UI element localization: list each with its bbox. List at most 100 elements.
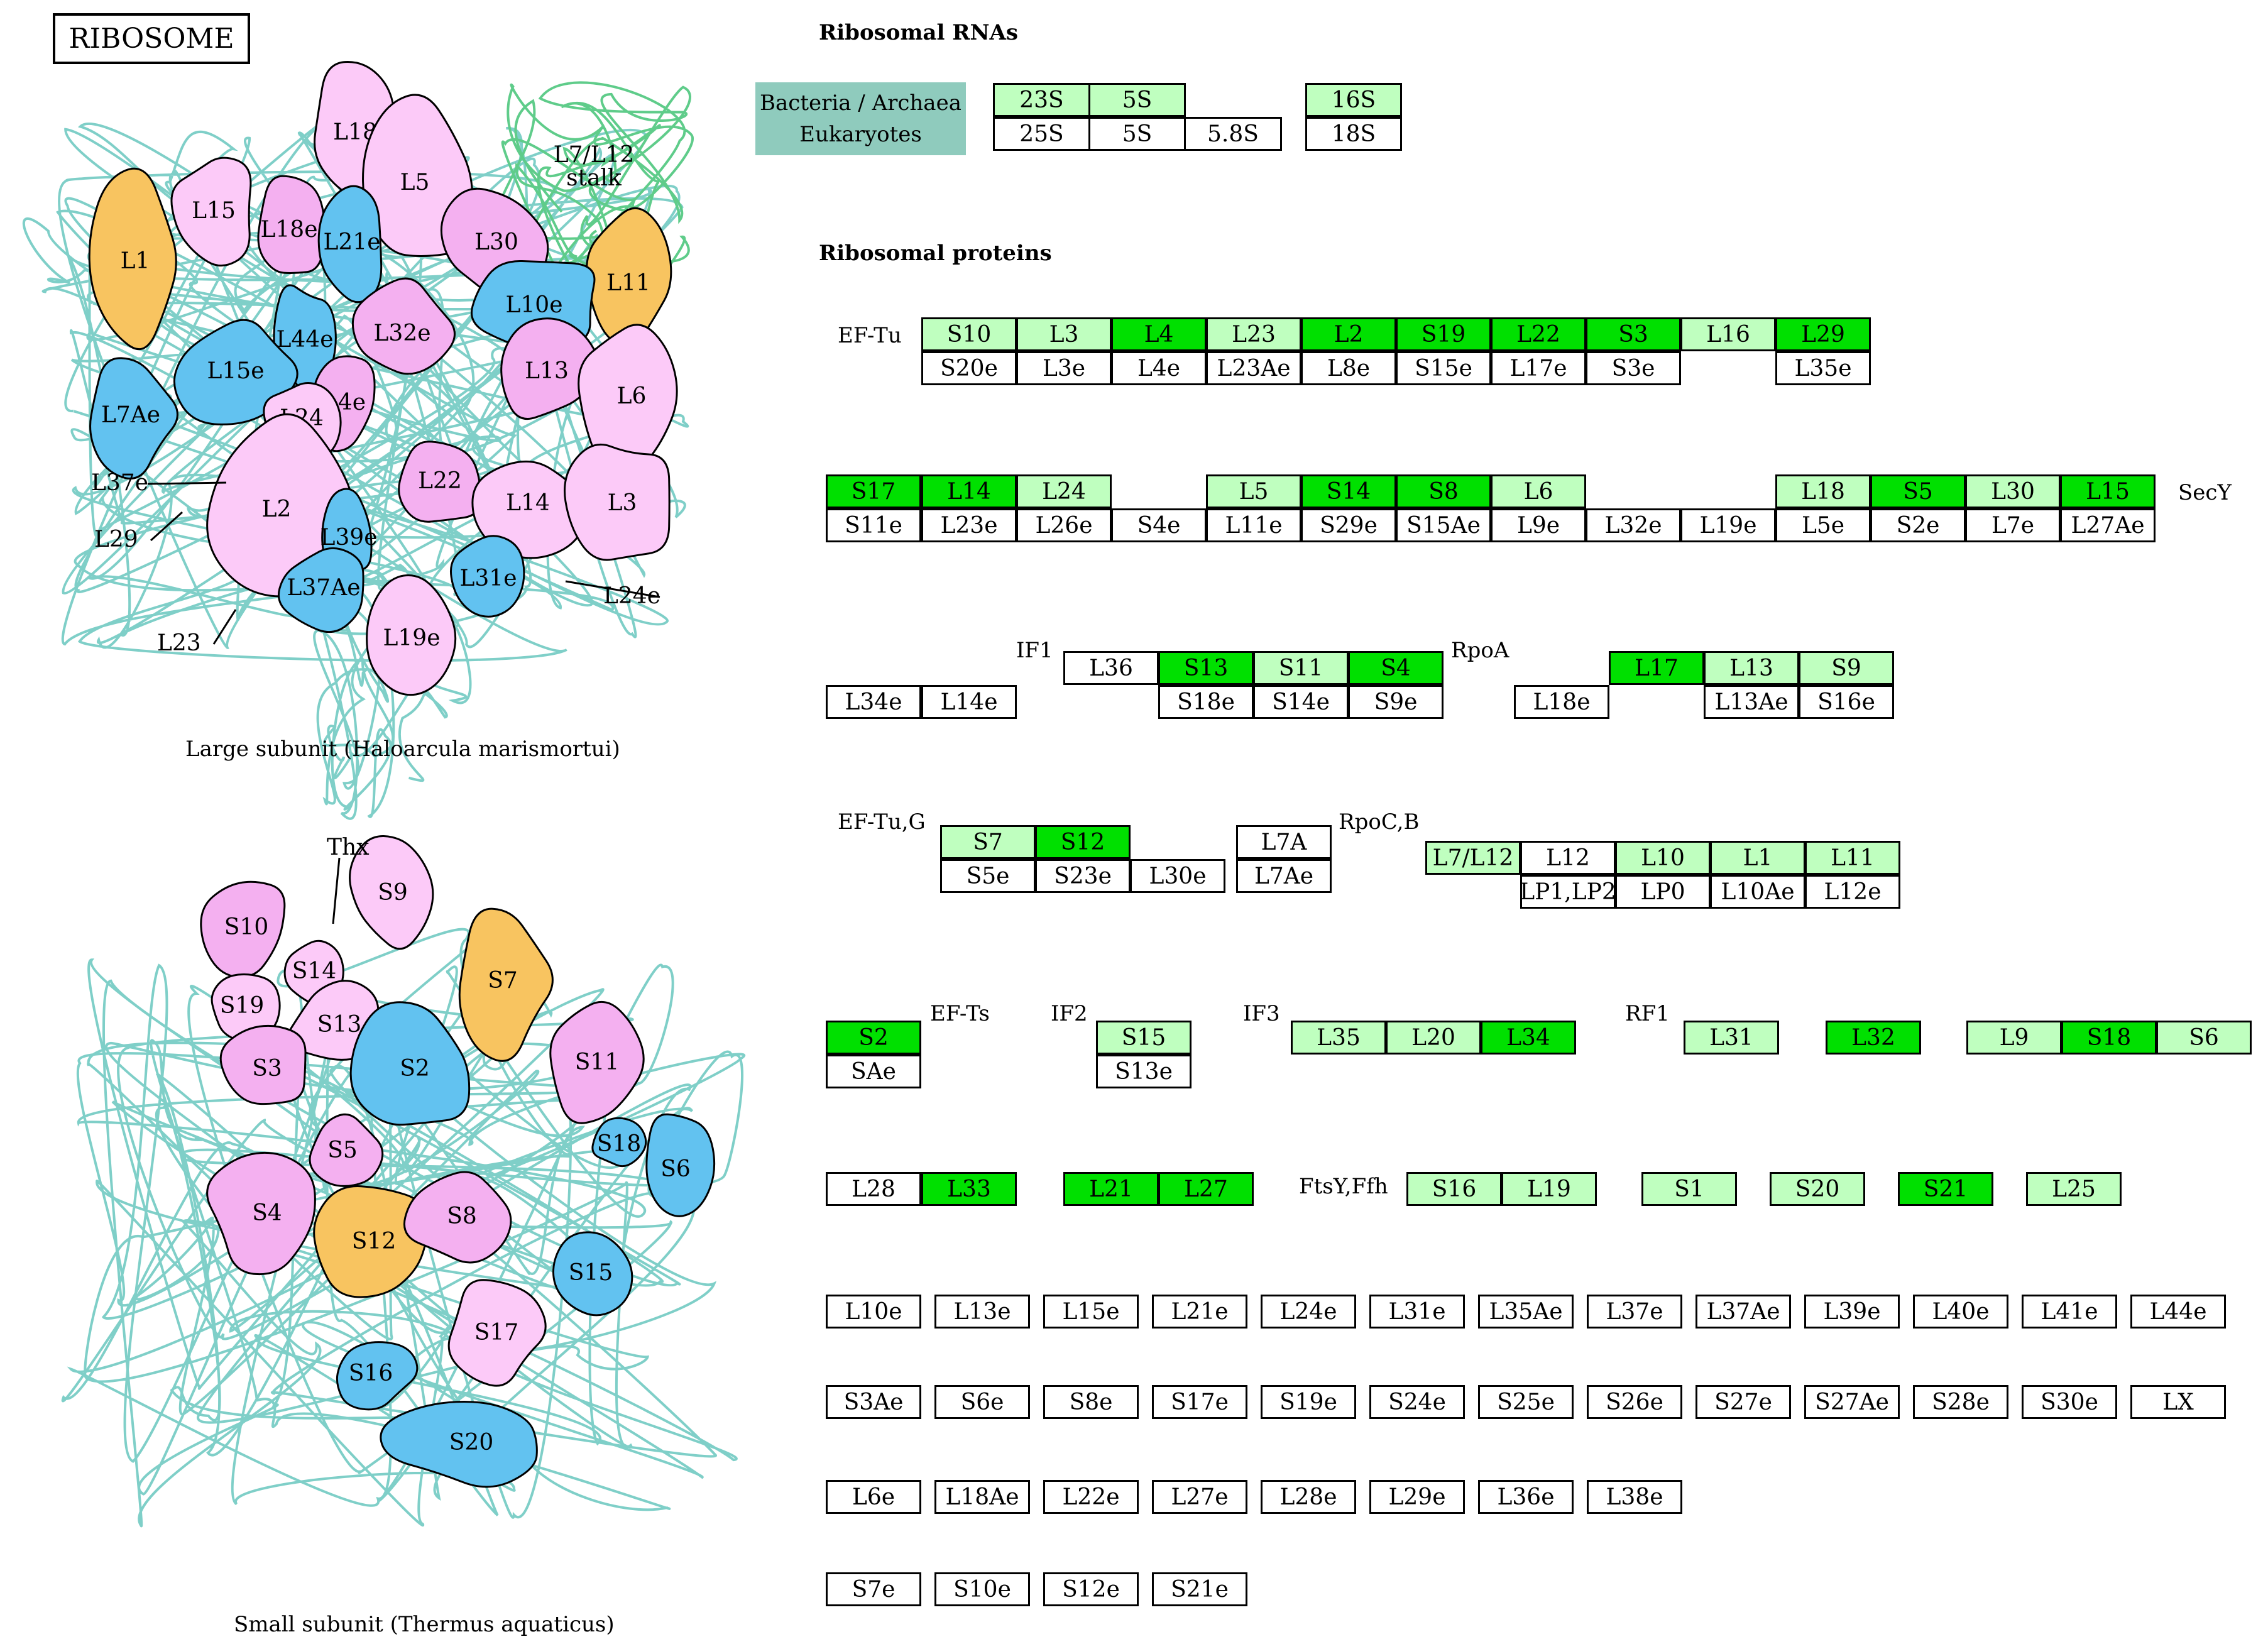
protein-shape[interactable] xyxy=(578,324,678,473)
protein-cell[interactable]: L8e xyxy=(1301,351,1396,385)
protein-cell[interactable]: S18e xyxy=(1158,685,1254,719)
protein-cell[interactable]: LP1,LP2 xyxy=(1520,875,1616,909)
protein-cell[interactable]: L29 xyxy=(1775,317,1871,351)
protein-shape[interactable] xyxy=(170,156,252,267)
protein-cell[interactable]: S27Ae xyxy=(1804,1385,1900,1419)
protein-cell[interactable]: L32e xyxy=(1586,508,1681,542)
rrna-cell[interactable]: 23S xyxy=(993,83,1090,117)
protein-shape[interactable] xyxy=(349,835,434,950)
protein-cell[interactable]: S10e xyxy=(934,1572,1030,1606)
protein-cell[interactable]: L18 xyxy=(1775,474,1871,508)
protein-shape[interactable] xyxy=(257,175,326,274)
protein-shape[interactable] xyxy=(403,1171,512,1264)
rrna-cell[interactable]: 5S xyxy=(1088,83,1186,117)
protein-cell[interactable]: L31 xyxy=(1684,1021,1779,1055)
protein-cell[interactable]: S3e xyxy=(1586,351,1681,385)
protein-cell[interactable]: S2 xyxy=(826,1021,921,1055)
protein-cell[interactable]: S3Ae xyxy=(826,1385,921,1419)
protein-cell[interactable]: L17e xyxy=(1491,351,1586,385)
protein-shape[interactable] xyxy=(317,185,383,304)
rrna-cell[interactable]: 18S xyxy=(1305,117,1402,151)
protein-shape[interactable] xyxy=(277,547,364,633)
protein-cell[interactable]: S8e xyxy=(1043,1385,1139,1419)
protein-cell[interactable]: S30e xyxy=(2022,1385,2117,1419)
protein-shape[interactable] xyxy=(200,880,286,978)
protein-cell[interactable]: L36e xyxy=(1478,1480,1574,1514)
protein-shape[interactable] xyxy=(447,1279,547,1387)
protein-cell[interactable]: S27e xyxy=(1696,1385,1791,1419)
protein-cell[interactable]: S4e xyxy=(1111,508,1207,542)
protein-cell[interactable]: L11 xyxy=(1805,841,1900,875)
protein-shape[interactable] xyxy=(450,535,525,618)
protein-cell[interactable]: L21e xyxy=(1152,1295,1247,1329)
protein-cell[interactable]: L10 xyxy=(1615,841,1711,875)
protein-cell[interactable]: S28e xyxy=(1913,1385,2008,1419)
protein-cell[interactable]: L30e xyxy=(1130,859,1225,893)
protein-cell[interactable]: LX xyxy=(2130,1385,2226,1419)
protein-cell[interactable]: L37e xyxy=(1587,1295,1682,1329)
external-label[interactable]: RpoC,B xyxy=(1339,809,1420,835)
protein-cell[interactable]: L37Ae xyxy=(1696,1295,1791,1329)
protein-cell[interactable]: L23 xyxy=(1206,317,1301,351)
protein-cell[interactable]: L27e xyxy=(1152,1480,1247,1514)
protein-cell[interactable]: L23Ae xyxy=(1206,351,1301,385)
protein-cell[interactable]: S23e xyxy=(1035,859,1131,893)
protein-cell[interactable]: L31e xyxy=(1369,1295,1465,1329)
rrna-cell[interactable]: 5.8S xyxy=(1184,117,1282,151)
protein-cell[interactable]: S21e xyxy=(1152,1572,1247,1606)
protein-cell[interactable]: L28e xyxy=(1261,1480,1356,1514)
protein-cell[interactable]: L13 xyxy=(1704,651,1799,685)
protein-shape[interactable] xyxy=(366,574,457,696)
protein-cell[interactable]: L7A xyxy=(1236,825,1332,859)
protein-cell[interactable]: S15e xyxy=(1396,351,1491,385)
protein-cell[interactable]: L4e xyxy=(1111,351,1207,385)
protein-cell[interactable]: S20 xyxy=(1770,1172,1865,1206)
protein-shape[interactable] xyxy=(349,1001,471,1126)
protein-cell[interactable]: L14e xyxy=(921,685,1017,719)
protein-cell[interactable]: L24e xyxy=(1261,1295,1356,1329)
protein-cell[interactable]: L16 xyxy=(1680,317,1776,351)
protein-cell[interactable]: S21 xyxy=(1898,1172,1993,1206)
protein-cell[interactable]: L36 xyxy=(1063,651,1159,685)
protein-shape[interactable] xyxy=(645,1113,716,1217)
protein-cell[interactable]: L19e xyxy=(1680,508,1776,542)
protein-cell[interactable]: S15Ae xyxy=(1396,508,1491,542)
external-label[interactable]: EF-Tu,G xyxy=(838,809,926,835)
protein-shape[interactable] xyxy=(458,907,554,1062)
protein-cell[interactable]: L27Ae xyxy=(2060,508,2156,542)
protein-cell[interactable]: L3 xyxy=(1016,317,1112,351)
protein-cell[interactable]: S9 xyxy=(1799,651,1894,685)
protein-cell[interactable]: SAe xyxy=(826,1055,921,1088)
protein-cell[interactable]: L20 xyxy=(1386,1021,1481,1055)
external-label[interactable]: RF1 xyxy=(1625,1001,1670,1026)
protein-cell[interactable]: S14e xyxy=(1253,685,1349,719)
protein-cell[interactable]: S1 xyxy=(1641,1172,1737,1206)
protein-cell[interactable]: L41e xyxy=(2022,1295,2117,1329)
protein-cell[interactable]: L23e xyxy=(921,508,1017,542)
protein-cell[interactable]: S11 xyxy=(1253,651,1349,685)
protein-cell[interactable]: S17e xyxy=(1152,1385,1247,1419)
protein-cell[interactable]: S25e xyxy=(1478,1385,1574,1419)
protein-cell[interactable]: S26e xyxy=(1587,1385,1682,1419)
external-label[interactable]: EF-Ts xyxy=(930,1001,990,1026)
external-label[interactable]: SecY xyxy=(2178,480,2232,505)
protein-cell[interactable]: S12e xyxy=(1043,1572,1139,1606)
protein-cell[interactable]: L25 xyxy=(2026,1172,2122,1206)
protein-cell[interactable]: S13e xyxy=(1096,1055,1192,1088)
protein-cell[interactable]: L30 xyxy=(1965,474,2061,508)
protein-cell[interactable]: S17 xyxy=(826,474,921,508)
protein-cell[interactable]: S7e xyxy=(826,1572,921,1606)
protein-cell[interactable]: L9e xyxy=(1491,508,1586,542)
rrna-cell[interactable]: 25S xyxy=(993,117,1090,151)
protein-cell[interactable]: S8 xyxy=(1396,474,1491,508)
protein-cell[interactable]: S24e xyxy=(1369,1385,1465,1419)
protein-shape[interactable] xyxy=(206,1151,316,1276)
protein-cell[interactable]: L6 xyxy=(1491,474,1586,508)
protein-cell[interactable]: L12e xyxy=(1805,875,1900,909)
protein-cell[interactable]: S5 xyxy=(1870,474,1966,508)
protein-cell[interactable]: L4 xyxy=(1111,317,1207,351)
protein-cell[interactable]: S2e xyxy=(1870,508,1966,542)
protein-shape[interactable] xyxy=(336,1341,419,1411)
protein-cell[interactable]: S12 xyxy=(1035,825,1131,859)
protein-cell[interactable]: L10Ae xyxy=(1710,875,1805,909)
